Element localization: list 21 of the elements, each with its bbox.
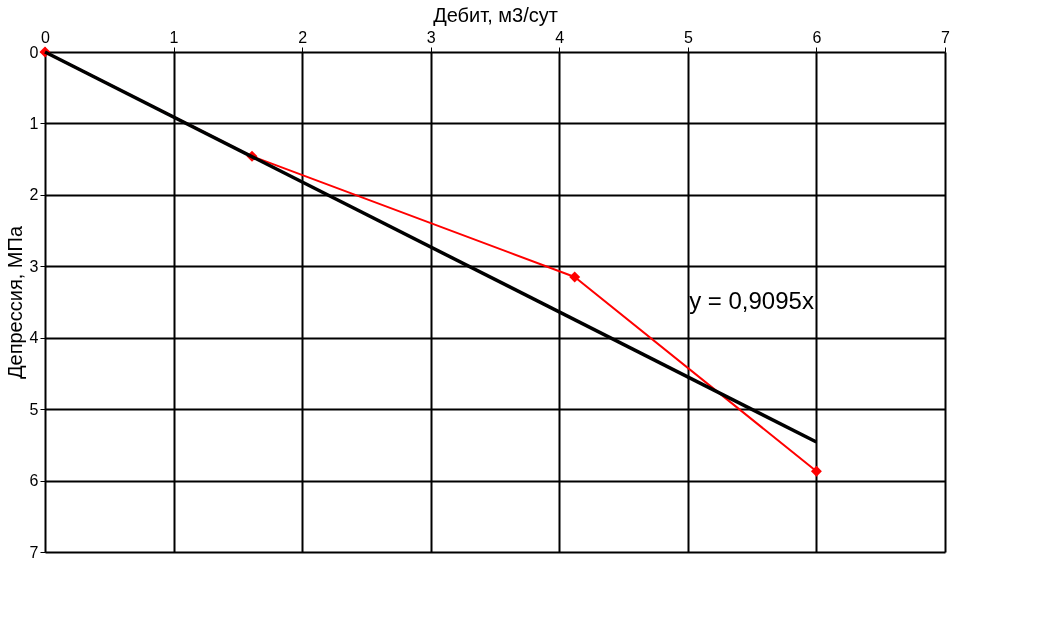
y-tick-label: 2 — [29, 186, 39, 204]
point — [810, 465, 822, 477]
y-tick-label: 4 — [29, 329, 39, 347]
x-tick-label: 1 — [169, 28, 179, 46]
y-tick-label: 6 — [29, 472, 39, 490]
point — [569, 271, 581, 283]
x-tick-label: 6 — [812, 28, 822, 46]
y-tick-label: 7 — [29, 543, 39, 561]
x-tick-label: 4 — [555, 28, 565, 46]
annotation: y = 0,9095x — [689, 287, 814, 314]
x-tick-label: 3 — [426, 28, 436, 46]
y-tick-label: 5 — [29, 400, 39, 418]
x-tick-label: 7 — [941, 28, 951, 46]
y-tick-label: 1 — [29, 114, 39, 132]
y-tick-label: 0 — [29, 43, 39, 61]
y-tick-label: 3 — [29, 257, 39, 275]
x-tick-label: 5 — [683, 28, 693, 46]
x-tick-label: 2 — [298, 28, 308, 46]
x-axis-title: Дебит, м3/сут — [433, 3, 558, 26]
y-axis-title: Депрессия, МПа — [3, 225, 26, 380]
x-tick-label: 0 — [41, 28, 51, 46]
